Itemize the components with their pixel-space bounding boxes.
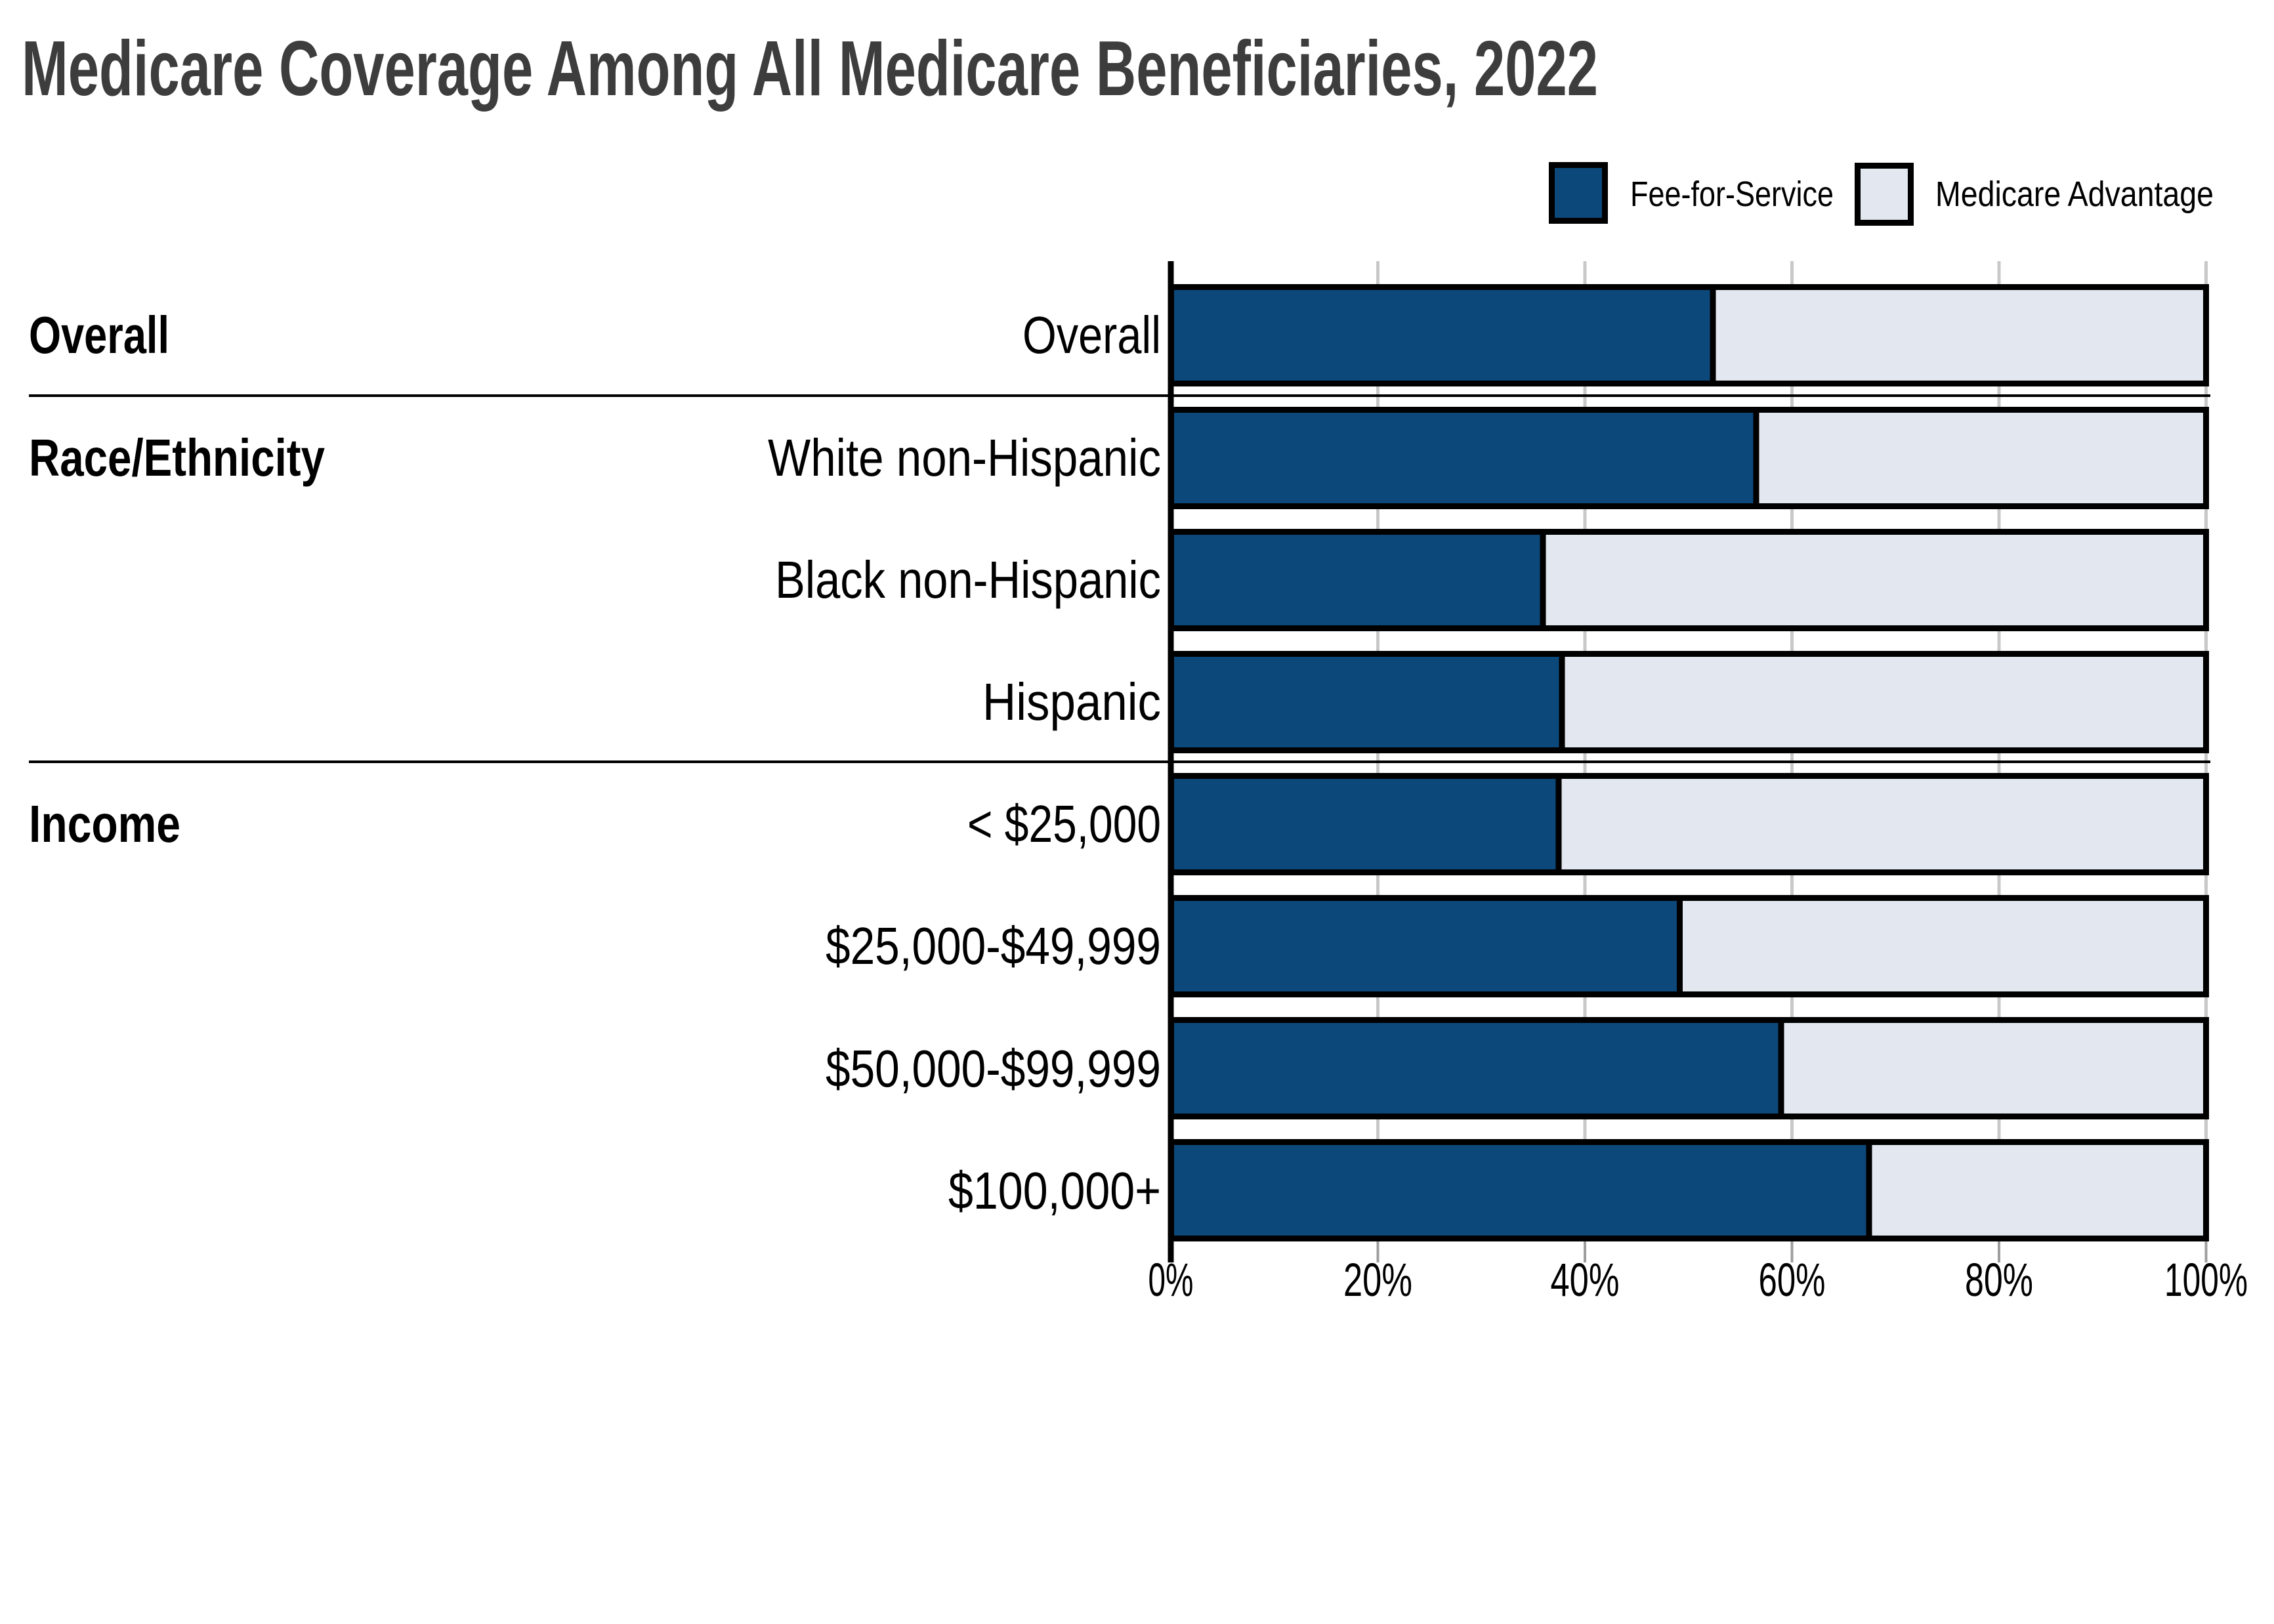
svg-text:Overall: Overall bbox=[1022, 306, 1161, 364]
svg-text:Race/Ethnicity: Race/Ethnicity bbox=[29, 428, 325, 487]
svg-text:80%: 80% bbox=[1965, 1255, 2033, 1306]
svg-text:$50,000-$99,999: $50,000-$99,999 bbox=[826, 1039, 1161, 1098]
svg-text:40%: 40% bbox=[1551, 1255, 1620, 1306]
svg-text:Black non-Hispanic: Black non-Hispanic bbox=[775, 551, 1161, 609]
svg-text:Fee-for-Service: Fee-for-Service bbox=[1630, 175, 1834, 214]
svg-text:$25,000-$49,999: $25,000-$49,999 bbox=[826, 917, 1161, 975]
svg-text:Medicare Coverage Among All Me: Medicare Coverage Among All Medicare Ben… bbox=[22, 25, 1598, 112]
svg-text:Overall: Overall bbox=[29, 306, 169, 364]
svg-text:< $25,000: < $25,000 bbox=[967, 795, 1161, 853]
svg-text:60%: 60% bbox=[1759, 1255, 1826, 1306]
svg-text:20%: 20% bbox=[1343, 1255, 1412, 1306]
svg-text:Medicare Advantage: Medicare Advantage bbox=[1935, 175, 2214, 214]
svg-text:White non-Hispanic: White non-Hispanic bbox=[768, 428, 1161, 487]
svg-text:Income: Income bbox=[29, 795, 180, 853]
svg-text:0%: 0% bbox=[1148, 1255, 1194, 1306]
svg-text:Hispanic: Hispanic bbox=[982, 673, 1161, 731]
svg-text:100%: 100% bbox=[2164, 1255, 2248, 1306]
svg-text:$100,000+: $100,000+ bbox=[948, 1161, 1161, 1220]
